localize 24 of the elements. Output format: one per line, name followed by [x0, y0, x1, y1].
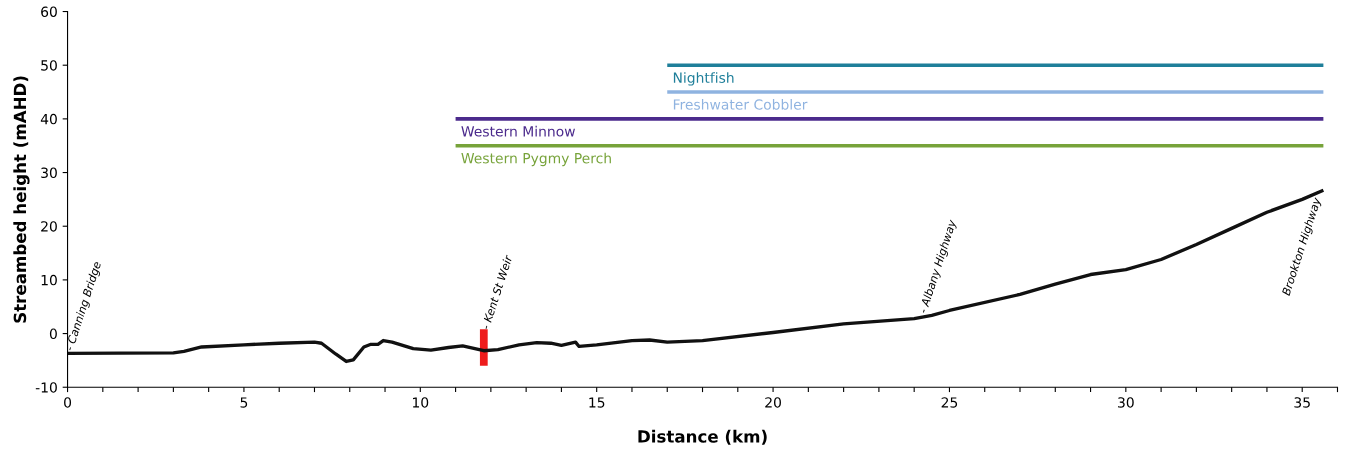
annotation: - Kent St Weir — [480, 254, 513, 330]
series-label: Freshwater Cobbler — [673, 99, 808, 110]
x-tick-label: 35 — [1294, 397, 1310, 408]
y-tick-label: 10 — [41, 274, 57, 286]
y-tick-label: 20 — [41, 221, 57, 232]
x-tick-label: 30 — [1118, 397, 1134, 408]
y-tick-label: 40 — [40, 113, 57, 125]
x-axis-title: Distance (km) — [638, 429, 767, 445]
x-tick-label: 0 — [64, 397, 72, 408]
line-series — [67, 188, 1326, 364]
y-axis-title: Streambed height (mAHD) — [13, 76, 30, 323]
y-tick-label: 30 — [41, 167, 57, 179]
series-label: Western Pygmy Perch — [461, 152, 611, 167]
x-tick-label: 5 — [240, 397, 248, 408]
x-tick-label: 20 — [765, 397, 781, 408]
x-tick-label: 10 — [413, 397, 429, 408]
series-label: Nightfish — [673, 72, 734, 86]
x-tick-label: 25 — [941, 397, 958, 408]
y-tick-label: -10 — [35, 382, 57, 393]
series-label: Western Minnow — [461, 125, 575, 137]
x-tick-label: 15 — [589, 397, 605, 408]
y-tick-label: 0 — [49, 328, 57, 340]
y-tick-label: 60 — [41, 6, 57, 17]
y-tick-label: 50 — [41, 60, 57, 71]
